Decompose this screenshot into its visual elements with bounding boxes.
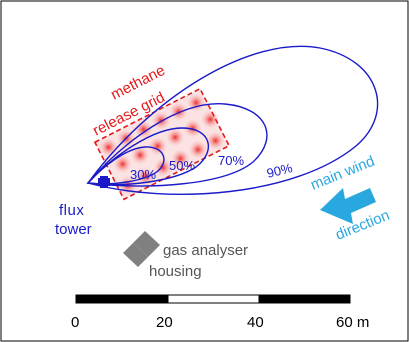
release-point xyxy=(188,140,207,159)
scale-segment-20-40 xyxy=(167,294,260,304)
gas-analyser-housing-icon xyxy=(133,231,160,257)
scale-segment-0-20 xyxy=(75,294,169,304)
contour-90 xyxy=(86,45,379,195)
housing-label-line2: housing xyxy=(149,263,202,280)
contour-70 xyxy=(86,103,268,187)
release-point xyxy=(153,158,172,177)
wind-direction-arrow xyxy=(320,188,376,224)
contour-50 xyxy=(86,127,209,186)
methane-release-grid xyxy=(93,87,231,201)
release-point xyxy=(183,119,202,138)
contour-30 xyxy=(86,146,165,185)
contour-label-90: 90% xyxy=(265,160,294,181)
scale-tick-40: 40 xyxy=(247,314,264,331)
scale-segment-40-60 xyxy=(258,294,351,304)
release-point xyxy=(113,155,132,174)
release-point xyxy=(136,167,155,186)
release-point xyxy=(169,102,188,121)
release-point xyxy=(187,93,206,112)
scale-tick-20: 20 xyxy=(156,314,173,331)
release-point xyxy=(206,131,225,150)
release-point xyxy=(148,137,167,156)
release-point xyxy=(201,110,220,129)
release-point xyxy=(171,149,190,168)
contour-label-50: 50% xyxy=(169,158,195,173)
gas-analyser-housing-icon-edge xyxy=(123,243,148,267)
release-points xyxy=(99,93,225,195)
release-point xyxy=(166,128,185,147)
release-grid-border xyxy=(93,87,231,201)
footprint-contours xyxy=(86,45,379,195)
scale-tick-0: 0 xyxy=(71,314,79,331)
release-point xyxy=(131,146,150,165)
contour-label-70: 70% xyxy=(218,153,244,168)
contour-label-30: 30% xyxy=(130,167,156,182)
flux-tower-marker xyxy=(98,176,110,188)
tower-label-line1: flux xyxy=(59,202,84,219)
scale-bar xyxy=(75,294,351,304)
tower-label-line2: tower xyxy=(55,221,92,238)
release-point xyxy=(152,111,171,130)
housing-label-line1: gas analyser xyxy=(163,242,248,259)
scale-tick-60: 60 m xyxy=(336,314,369,331)
